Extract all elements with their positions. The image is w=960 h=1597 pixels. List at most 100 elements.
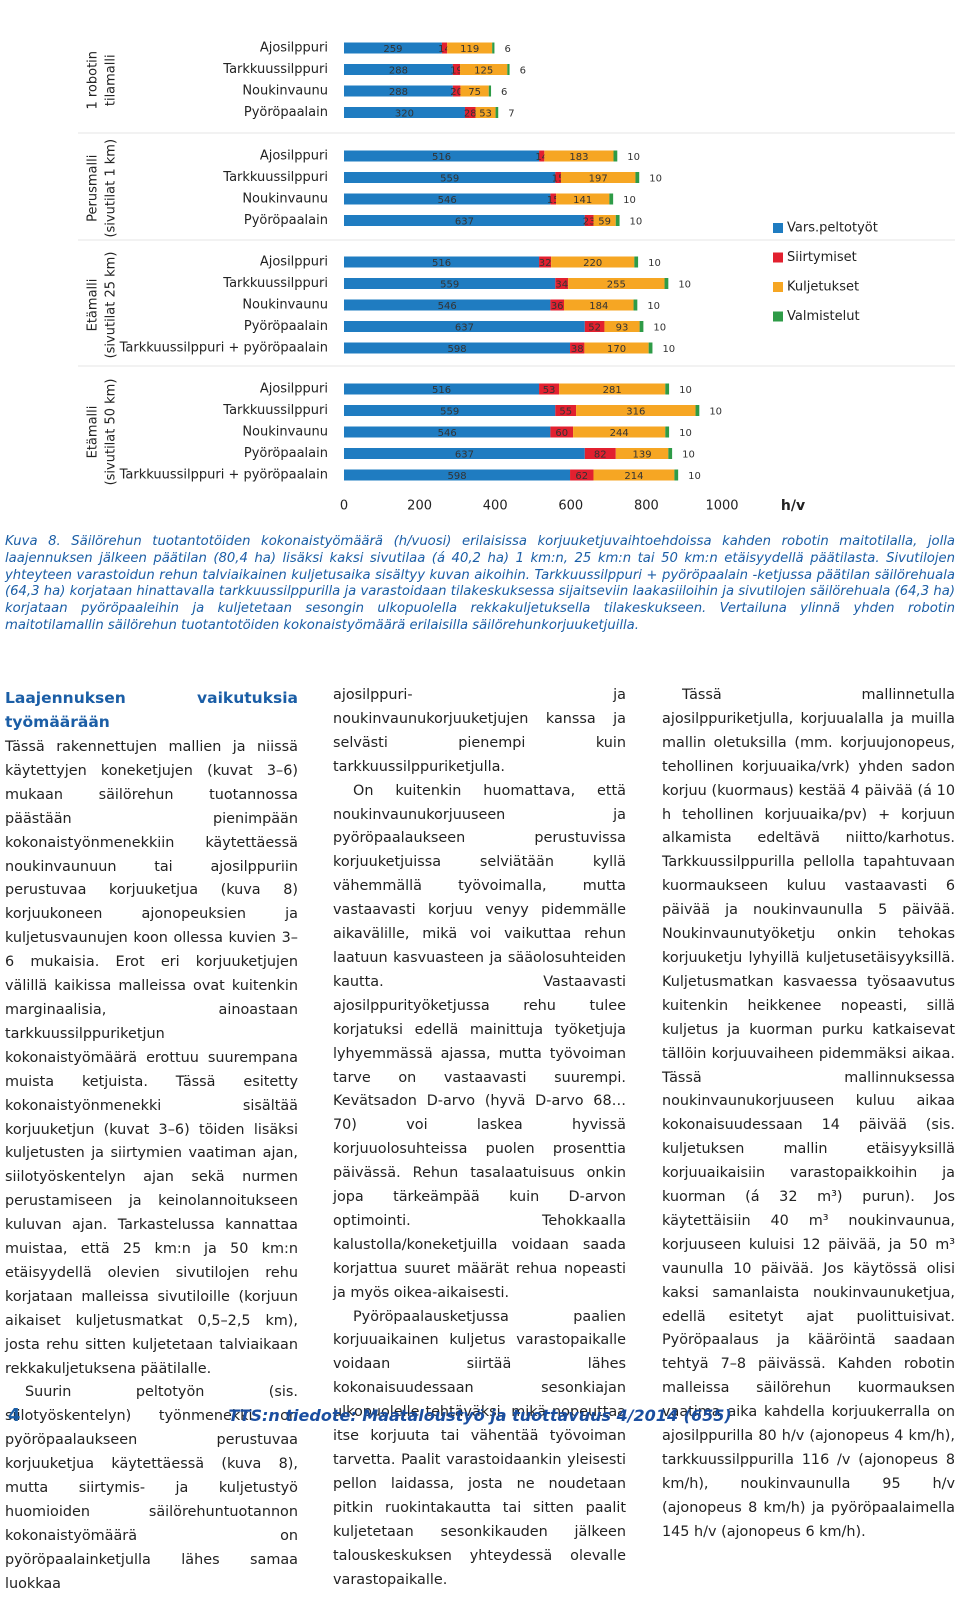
value-label: 10 <box>623 195 636 206</box>
bar-segment <box>344 42 442 54</box>
value-label: 53 <box>479 109 492 120</box>
category-label: Tarkkuussilppuri <box>222 170 328 185</box>
page-number: 4 <box>8 1405 21 1426</box>
bar-segment <box>344 193 551 205</box>
value-label: 288 <box>389 66 408 77</box>
bar-segment <box>550 193 557 205</box>
value-label: 141 <box>573 195 592 206</box>
value-label: 36 <box>551 301 564 312</box>
column: Laajennuksen vaikutuksia työmäärään Täss… <box>5 686 298 1597</box>
value-label: 183 <box>569 152 588 163</box>
bar-segment <box>539 150 545 162</box>
bar-segment <box>344 383 540 395</box>
value-label: 255 <box>607 280 626 291</box>
bar-segment <box>555 278 569 289</box>
value-label: 10 <box>679 385 692 396</box>
bar-segment <box>609 193 614 205</box>
value-label: 119 <box>460 44 479 55</box>
value-label: 10 <box>630 217 643 228</box>
bar-segment <box>593 215 616 226</box>
value-label: 15 <box>552 174 565 185</box>
value-label: 28 <box>464 109 477 120</box>
value-label: 220 <box>583 258 602 269</box>
bar-segment <box>665 426 670 438</box>
group-label: (sivutilat 1 km) <box>104 139 119 238</box>
bar-segment <box>563 299 634 311</box>
legend-label: Kuljetukset <box>787 280 859 295</box>
bar-segment <box>344 256 540 268</box>
bar-segment <box>344 150 540 162</box>
value-label: 6 <box>501 87 507 98</box>
x-tick-label: 400 <box>483 499 508 514</box>
page: 1 robotin tilamalli Ajosilppuri 259 14 119 6 Ta… <box>5 40 955 1592</box>
bar-segment <box>550 426 574 438</box>
bar-segment <box>460 85 489 97</box>
bar-segment <box>464 107 476 118</box>
bar-segment <box>584 321 605 332</box>
category-label: Tarkkuussilppuri + pyöröpaalain <box>119 341 328 356</box>
bar-segment <box>344 278 556 289</box>
value-label: 10 <box>648 258 661 269</box>
x-tick-label: 0 <box>340 499 348 514</box>
value-label: 259 <box>383 44 402 55</box>
bar-segment <box>664 278 669 289</box>
bar-segment <box>475 107 496 118</box>
value-label: 10 <box>649 174 662 185</box>
value-label: 38 <box>571 344 584 355</box>
bar-segment <box>492 42 495 54</box>
bar-segment <box>674 469 679 481</box>
bar-segment <box>695 405 700 416</box>
value-label: 637 <box>455 323 474 334</box>
group-label: tilamalli <box>104 54 119 106</box>
category-label: Tarkkuussilppuri <box>222 403 328 418</box>
value-label: 14 <box>438 44 451 55</box>
bar-segment <box>639 321 644 332</box>
bar-segment <box>344 405 556 416</box>
value-label: 75 <box>468 87 481 98</box>
bar-segment <box>555 405 577 416</box>
category-label: Tarkkuussilppuri <box>222 62 328 77</box>
value-label: 170 <box>607 344 626 355</box>
bar-segment <box>452 64 461 75</box>
bar-segment <box>613 150 618 162</box>
bar-segment <box>344 215 585 226</box>
value-label: 60 <box>555 428 568 439</box>
category-label: Noukinvaunu <box>242 192 328 207</box>
value-label: 598 <box>447 344 466 355</box>
value-label: 7 <box>508 109 514 120</box>
value-label: 184 <box>589 301 608 312</box>
bar-segment <box>584 448 616 459</box>
value-label: 10 <box>709 407 722 418</box>
group-label: Perusmalli <box>86 155 101 222</box>
category-label: Noukinvaunu <box>242 84 328 99</box>
paragraph: Tässä rakennettujen mallien ja niissä kä… <box>5 739 298 1377</box>
value-label: 55 <box>559 407 572 418</box>
bar-segment <box>634 256 639 268</box>
x-tick-label: 600 <box>558 499 583 514</box>
bar-segment <box>544 150 614 162</box>
value-label: 516 <box>432 258 451 269</box>
heading: Laajennuksen vaikutuksia työmäärään <box>5 689 298 731</box>
legend-swatch <box>773 252 783 263</box>
value-label: 320 <box>395 109 414 120</box>
value-label: 10 <box>653 323 666 334</box>
bar-segment <box>488 85 492 97</box>
bar-segment <box>615 215 620 226</box>
bar-segment <box>460 64 508 75</box>
value-label: 244 <box>610 428 629 439</box>
value-label: 516 <box>432 385 451 396</box>
x-tick-label: 200 <box>407 499 432 514</box>
paragraph: Pyöröpaalausketjussa paalien korjuuaikai… <box>333 1308 626 1588</box>
value-label: 281 <box>603 385 622 396</box>
category-label: Ajosilppuri <box>260 382 328 397</box>
value-label: 14 <box>535 152 548 163</box>
value-label: 10 <box>647 301 660 312</box>
bar-segment <box>665 383 670 395</box>
bar-segment <box>555 172 561 183</box>
value-label: 10 <box>679 428 692 439</box>
value-label: 546 <box>438 301 457 312</box>
bar-segment <box>648 342 653 354</box>
value-label: 139 <box>633 450 652 461</box>
publication: TTS:n tiedote: Maataloustyö ja tuottavuu… <box>228 1406 732 1425</box>
